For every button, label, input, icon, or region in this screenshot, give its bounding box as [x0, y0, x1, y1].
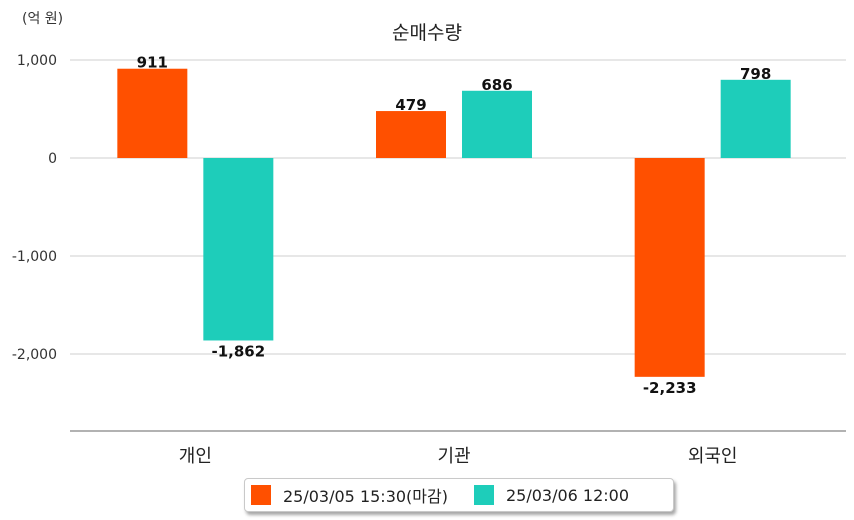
legend-item-series-2[interactable]: 25/03/06 12:00 — [473, 485, 630, 505]
legend-label-series-1: 25/03/05 15:30(마감) — [283, 487, 448, 506]
bar-1[interactable] — [117, 68, 188, 158]
legend-label-series-2: 25/03/06 12:00 — [505, 485, 630, 505]
legend: 25/03/05 15:30(마감) 25/03/06 12:00 — [244, 478, 674, 512]
legend-swatch-series-2 — [473, 485, 494, 505]
bar-2[interactable] — [720, 79, 791, 158]
x-tick-label: 외국인 — [688, 446, 738, 467]
chart-title: 순매수량 — [392, 22, 462, 44]
y-tick-label: 0 — [48, 151, 57, 167]
x-tick-label: 기관 — [437, 446, 470, 467]
legend-item-series-1[interactable]: 25/03/05 15:30(마감) — [251, 483, 448, 507]
data-label: 479 — [395, 96, 426, 114]
data-label: 911 — [137, 54, 168, 72]
bar-chart: 1,000 0 -1,000 -2,000 911 -1,862 개인 479 686 기관 -2,… — [12, 53, 846, 467]
data-label: -1,862 — [211, 342, 265, 360]
data-label: 686 — [481, 76, 512, 94]
y-tick-label: -2,000 — [12, 347, 57, 363]
x-tick-label: 개인 — [179, 446, 212, 467]
bar-1[interactable] — [634, 158, 705, 377]
bar-2[interactable] — [203, 158, 274, 341]
bar-1[interactable] — [376, 111, 446, 158]
y-tick-label: 1,000 — [17, 53, 57, 69]
y-tick-label: -1,000 — [12, 249, 57, 265]
data-label: 798 — [740, 65, 771, 83]
unit-label: (억 원) — [22, 11, 64, 27]
legend-swatch-series-1 — [251, 485, 271, 505]
bar-2[interactable] — [462, 90, 532, 158]
data-label: -2,233 — [643, 379, 697, 397]
